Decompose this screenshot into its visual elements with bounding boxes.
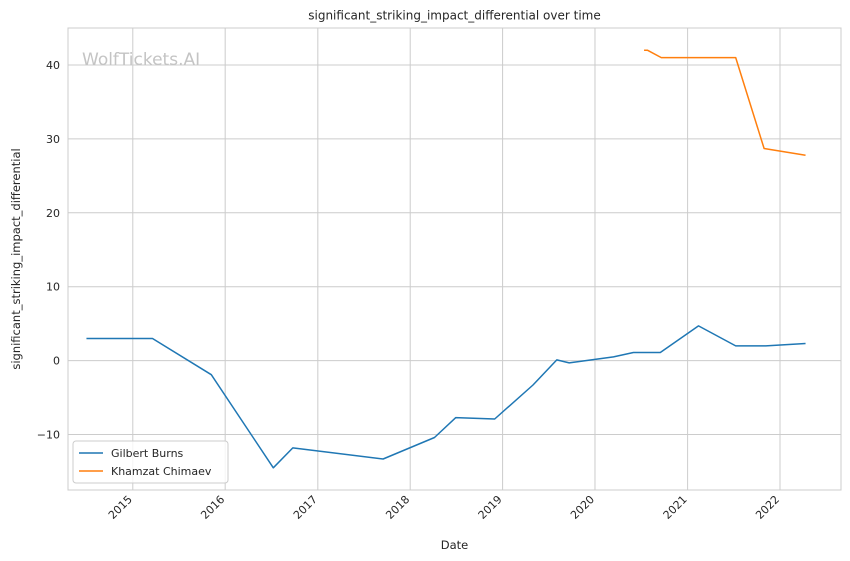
watermark-text: WolfTickets.AI bbox=[82, 50, 200, 70]
y-tick-label: 10 bbox=[46, 281, 60, 294]
y-tick-labels: −10 0 10 20 30 40 bbox=[37, 59, 60, 442]
y-tick-label: −10 bbox=[37, 429, 60, 442]
series-line-gilbert-burns bbox=[86, 325, 806, 469]
plot-frame bbox=[67, 27, 842, 491]
legend: Gilbert Burns Khamzat Chimaev bbox=[72, 440, 229, 484]
legend-label-gilbert-burns: Gilbert Burns bbox=[111, 447, 184, 460]
y-tick-label: 40 bbox=[46, 59, 60, 72]
legend-label-khamzat-chimaev: Khamzat Chimaev bbox=[111, 465, 212, 478]
series-lines bbox=[86, 49, 806, 469]
y-tick-label: 20 bbox=[46, 207, 60, 220]
legend-frame bbox=[72, 440, 229, 484]
chart-title: significant_striking_impact_differential… bbox=[308, 9, 600, 23]
y-tick-label: 30 bbox=[46, 133, 60, 146]
y-axis-label: significant_striking_impact_differential bbox=[9, 148, 23, 369]
x-axis-label: Date bbox=[441, 538, 469, 552]
plot-area bbox=[67, 27, 842, 491]
series-line-khamzat-chimaev bbox=[644, 49, 806, 156]
y-tick-label: 0 bbox=[53, 355, 60, 368]
grid-lines bbox=[68, 28, 841, 490]
